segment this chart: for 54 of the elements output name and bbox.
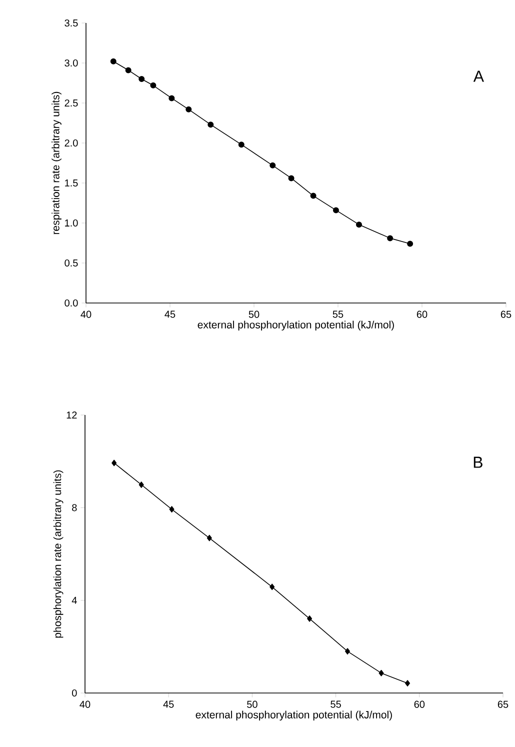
x-tick-label: 40: [80, 310, 92, 318]
y-tick-label: 0.0: [64, 299, 78, 307]
point: [345, 648, 350, 654]
point: [387, 235, 394, 242]
x-tick-label: 65: [500, 310, 512, 318]
point: [169, 506, 174, 512]
x-tick-label: 40: [80, 700, 90, 708]
point: [310, 192, 316, 199]
y-tick-label: 2.0: [64, 139, 78, 147]
x-tick-label: 60: [416, 310, 428, 318]
x-tick-label: 55: [330, 700, 341, 708]
y-tick-label: 12: [66, 412, 77, 418]
point: [238, 142, 244, 148]
point: [208, 122, 214, 128]
y-tick-label: 3.5: [64, 19, 78, 27]
point: [270, 162, 276, 168]
point: [288, 175, 294, 182]
point: [407, 240, 414, 247]
point: [378, 670, 384, 676]
y-tick-label: 1.5: [65, 180, 78, 186]
y-axis-title: respiration rate (arbitrary units): [52, 92, 62, 234]
point: [206, 534, 212, 542]
y-tick-label: 4: [72, 596, 77, 604]
x-axis-title: external phosphorylation potential (kJ/mol): [198, 320, 394, 331]
point: [405, 680, 410, 686]
x-tick-label: 65: [498, 700, 508, 708]
point: [110, 58, 116, 64]
x-axis-title: external phosphorylation potential (kJ/mol): [196, 710, 392, 721]
y-tick-label: 8: [72, 504, 77, 512]
x-tick-label: 45: [164, 310, 176, 318]
x-tick-label: 55: [332, 310, 344, 318]
y-tick-label: 0: [72, 689, 77, 697]
y-tick-label: 1.0: [65, 219, 78, 227]
y-tick-label: 3.0: [64, 59, 78, 67]
point: [332, 207, 339, 214]
point: [168, 95, 175, 102]
point: [112, 460, 117, 466]
x-tick-label: 50: [248, 310, 260, 318]
point: [138, 482, 144, 488]
point: [125, 67, 132, 74]
point: [186, 106, 192, 112]
annotation: A: [473, 70, 484, 82]
y-axis-title: phosphorylation rate (arbitrary units): [53, 470, 64, 638]
x-tick-label: 50: [247, 700, 258, 708]
point: [270, 584, 275, 590]
y-tick-label: 2.5: [64, 99, 78, 107]
point: [138, 76, 145, 82]
y-tick-label: 0.5: [64, 259, 78, 267]
annotation: B: [474, 456, 482, 468]
point: [150, 82, 156, 88]
point: [356, 222, 362, 228]
point: [307, 615, 312, 622]
x-tick-label: 45: [163, 700, 174, 708]
x-tick-label: 60: [414, 700, 425, 708]
